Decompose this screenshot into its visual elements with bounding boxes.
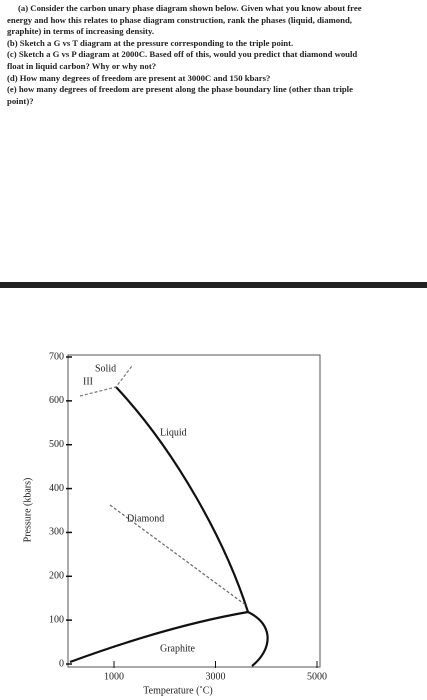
y-tick-label: 700 — [49, 351, 64, 362]
question-line: energy and how this relates to phase dia… — [7, 14, 352, 25]
y-tick-label: 600 — [49, 395, 64, 406]
question-line: (c) Sketch a G vs P diagram at 2000C. Ba… — [7, 49, 358, 60]
x-tick-label: 1000 — [104, 671, 124, 682]
question-line: (e) how many degrees of freedom are pres… — [7, 84, 353, 95]
y-tick-label: 400 — [49, 483, 64, 494]
y-tick-label: 300 — [49, 527, 64, 538]
x-tick-label: 3000 — [206, 671, 226, 682]
diamond-liquid-boundary — [115, 386, 250, 613]
question-line: point)? — [7, 95, 34, 106]
y-tick-label: 200 — [49, 571, 64, 582]
question-line: graphite) in terms of increasing density… — [7, 26, 155, 37]
separator — [0, 282, 427, 288]
x-tick-label: 5000 — [307, 671, 327, 682]
graphite-liquid-boundary — [69, 610, 249, 664]
graphite-liquid-boundary — [247, 611, 269, 667]
region-label: III — [83, 376, 93, 387]
solid-iii-boundary — [79, 365, 133, 397]
question-line: (b) Sketch a G vs T diagram at the press… — [7, 37, 294, 48]
region-label: Solid — [95, 363, 116, 374]
y-tick-label: 500 — [49, 439, 64, 450]
question-line: float in liquid carbon? Why or why not? — [7, 61, 157, 71]
question-line: (a) Consider the carbon unary phase diag… — [18, 3, 362, 13]
region-label: Liquid — [160, 427, 187, 438]
y-tick-label: 0 — [59, 658, 64, 669]
y-axis-label: Pressure (kbars) — [22, 478, 33, 543]
region-label: Graphite — [160, 643, 196, 654]
diamond-graphite-boundary — [109, 504, 248, 607]
y-tick-label: 100 — [49, 614, 64, 625]
x-axis-label: Temperature (˚C) — [143, 685, 213, 696]
frame — [67, 354, 321, 668]
question-line: (d) How many degrees of freedom are pres… — [7, 72, 271, 83]
region-label: Diamond — [127, 513, 164, 524]
question: (a) Consider the carbon unary phase diag… — [0, 0, 427, 140]
